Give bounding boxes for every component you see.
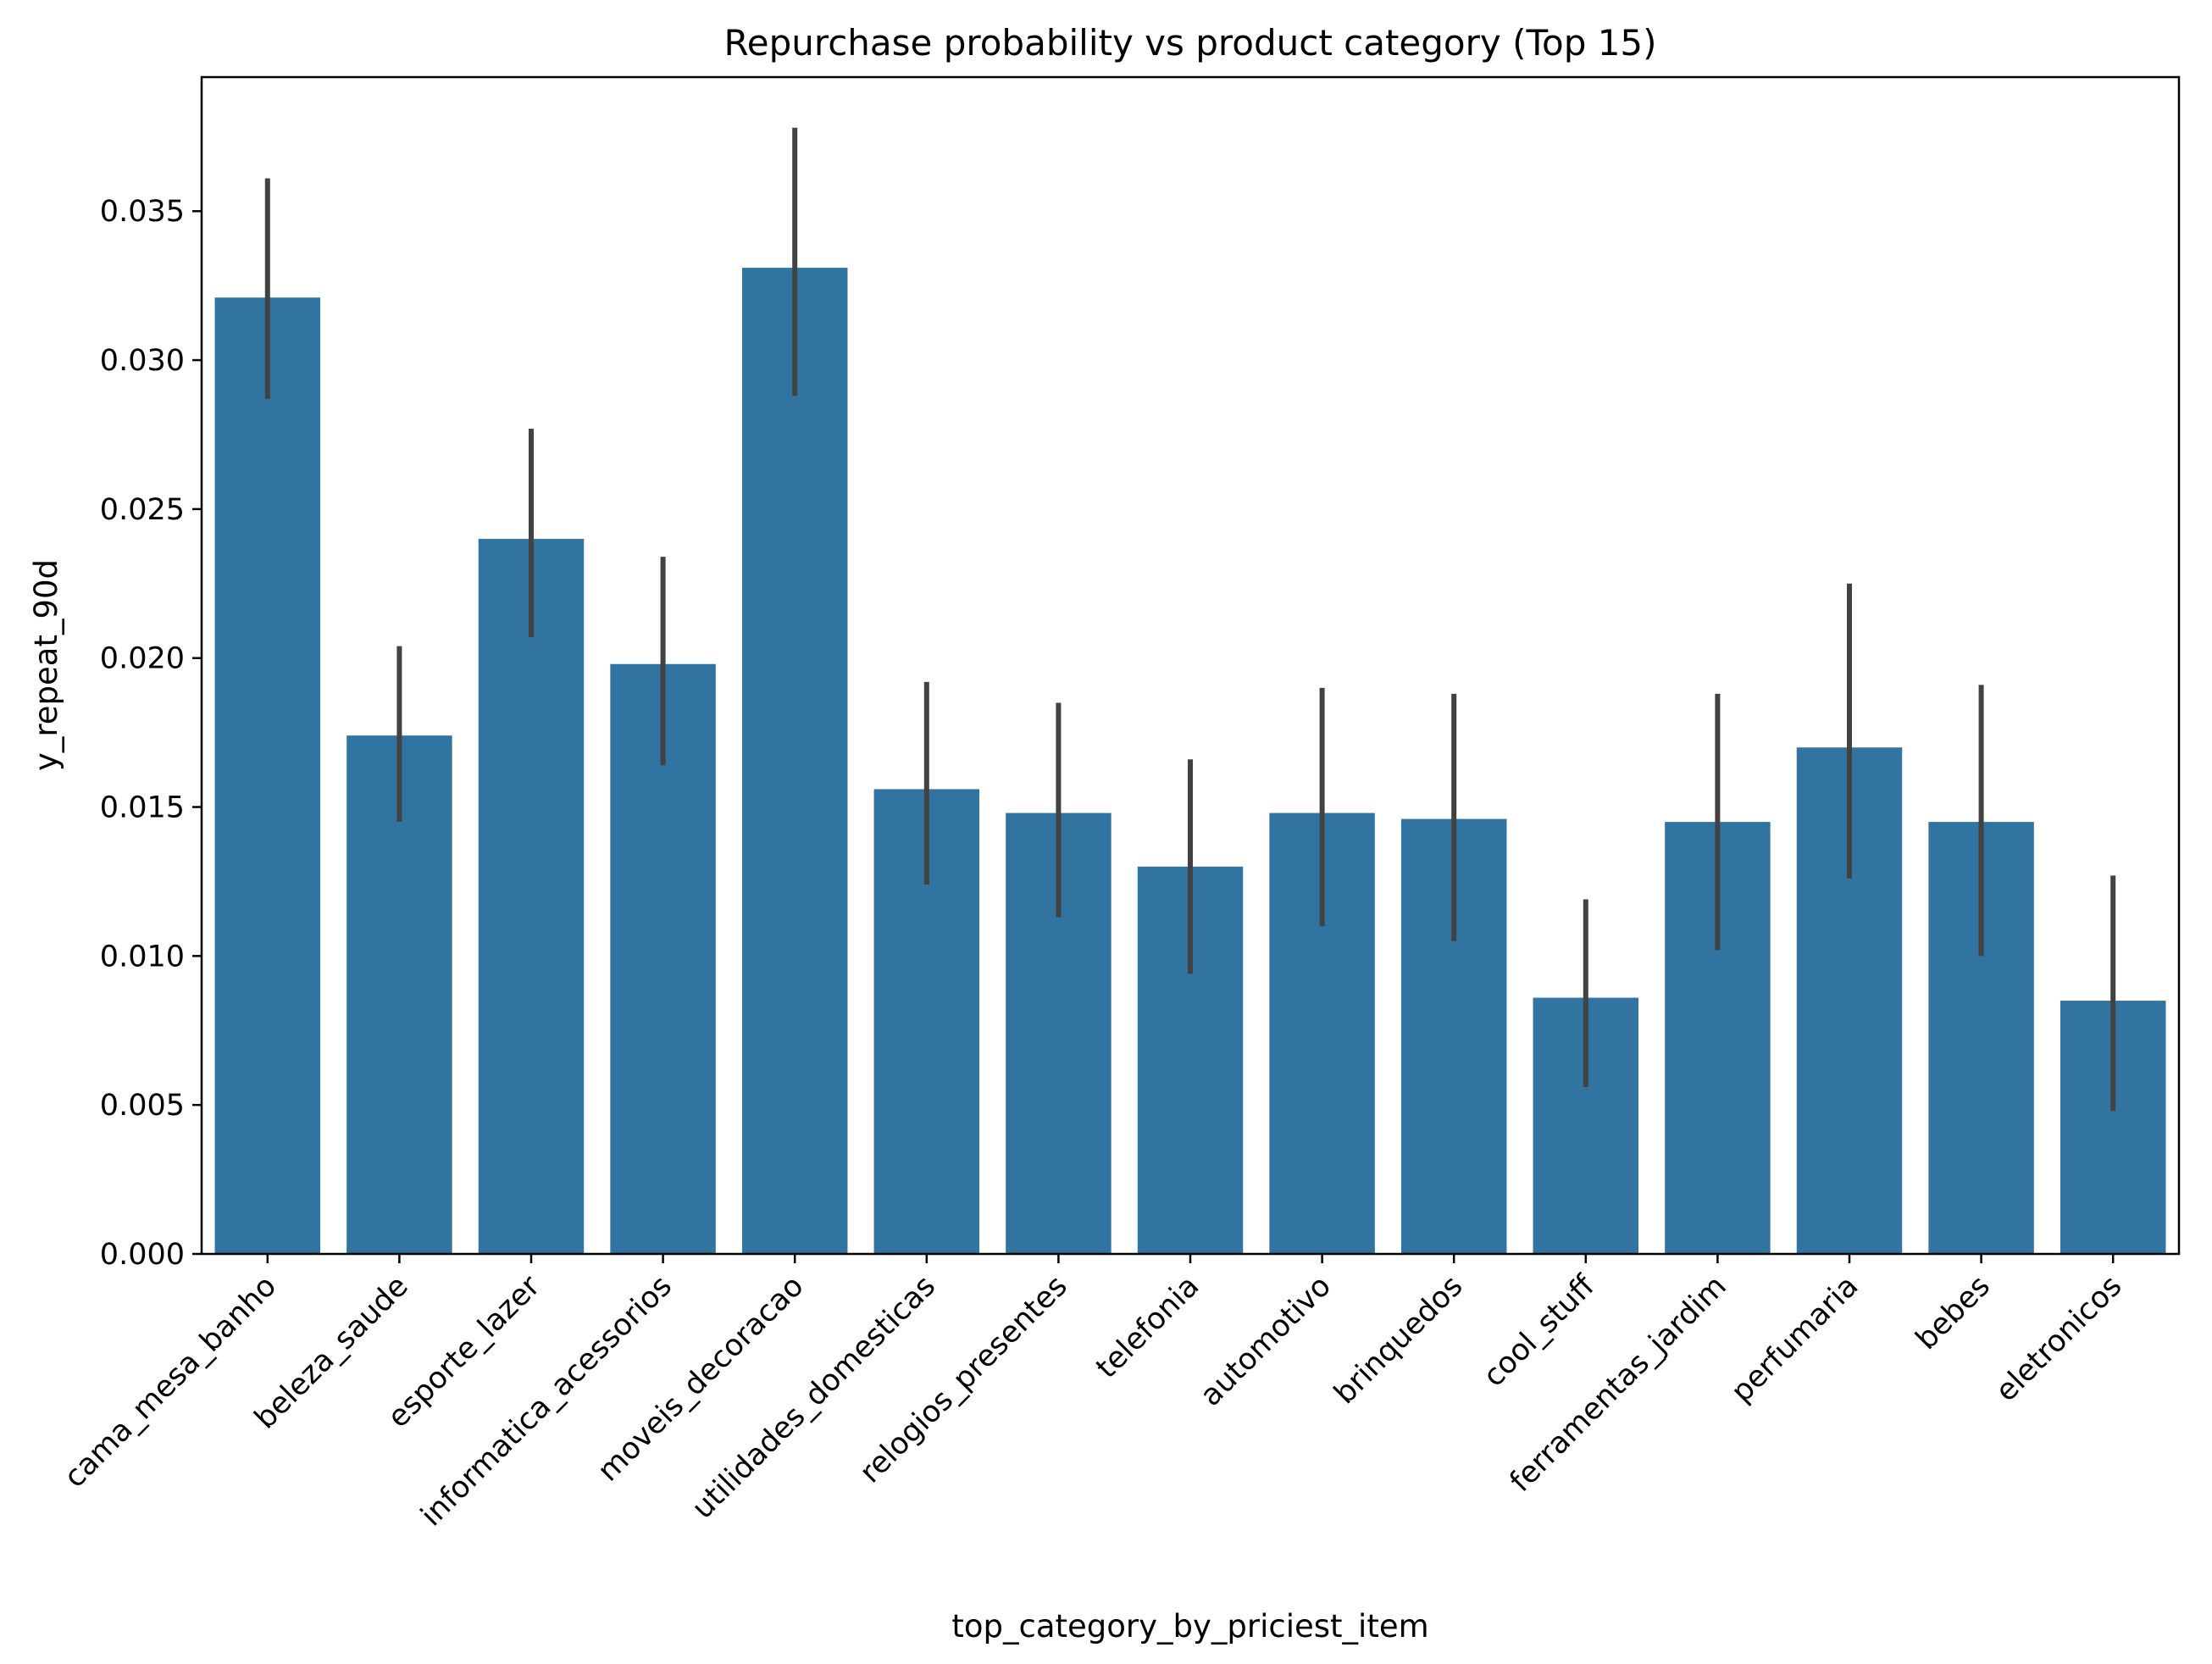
y-tick-label: 0.005 [100, 1089, 185, 1123]
x-tick-label: informatica_acessorios [415, 1269, 679, 1533]
y-tick-label: 0.015 [100, 791, 185, 825]
x-tick-label: bebes [1910, 1269, 1997, 1356]
y-tick-label: 0.035 [100, 195, 185, 229]
x-tick-label: utilidades_domesticas [685, 1269, 942, 1526]
x-axis: cama_mesa_banhobeleza_saudeesporte_lazer… [58, 1254, 2129, 1534]
y-tick-label: 0.010 [100, 940, 185, 973]
x-tick-label: eletronicos [1989, 1269, 2128, 1408]
bars-group [214, 268, 2166, 1254]
bar-moveis_decoracao [741, 268, 848, 1254]
x-tick-label: perfumaria [1725, 1269, 1865, 1409]
bar-esporte_lazer [478, 539, 585, 1254]
x-tick-label: automotivo [1194, 1269, 1338, 1413]
x-axis-title: top_category_by_priciest_item [951, 1608, 1428, 1645]
chart-title: Repurchase probability vs product catego… [723, 22, 1656, 64]
x-tick-label: brinquedos [1328, 1269, 1469, 1411]
y-tick-label: 0.025 [100, 493, 185, 527]
x-tick-label: ferramentas_jardim [1504, 1269, 1733, 1499]
x-tick-label: telefonia [1089, 1269, 1206, 1385]
y-tick-label: 0.000 [100, 1238, 185, 1272]
x-tick-label: cool_stuff [1477, 1268, 1601, 1393]
y-tick-label: 0.020 [100, 642, 185, 676]
x-tick-label: cama_mesa_banho [58, 1269, 283, 1495]
y-tick-label: 0.030 [100, 344, 185, 378]
error-bars-group [264, 127, 2116, 1112]
y-axis: 0.000 0.005 0.010 0.015 0.020 0.025 0.030 0.035 [100, 195, 202, 1272]
y-axis-title: y_repeat_90d [28, 559, 64, 771]
bar-cama_mesa_banho [214, 297, 321, 1254]
